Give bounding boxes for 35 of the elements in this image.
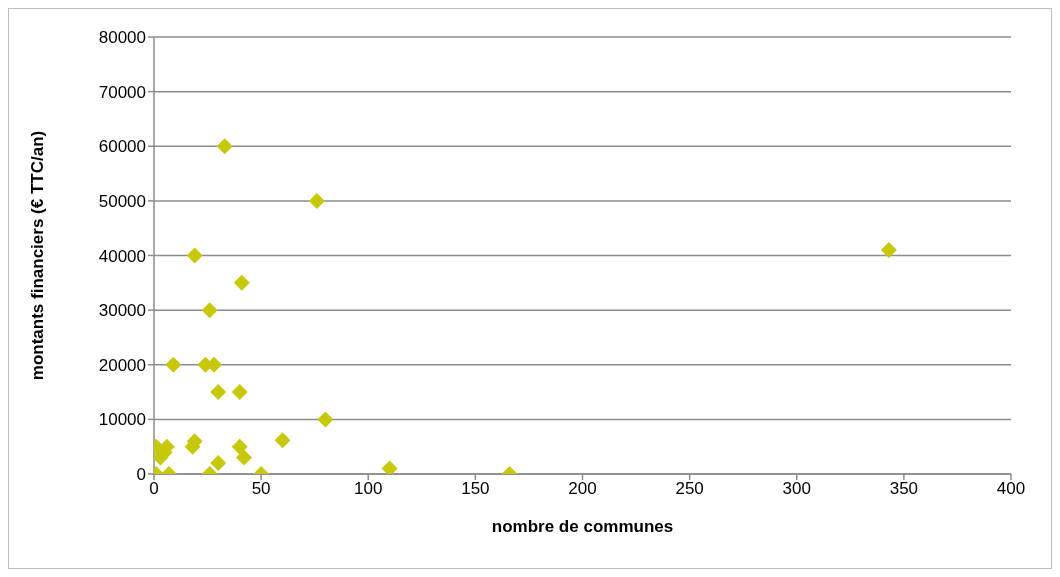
x-tick-label: 400 — [996, 479, 1026, 499]
x-tick-label: 250 — [675, 479, 704, 499]
x-tick-label: 350 — [889, 479, 919, 499]
point — [216, 138, 233, 155]
point — [210, 455, 227, 472]
point — [235, 449, 252, 466]
y-tick-label: 20000 — [98, 355, 146, 375]
x-tick-label: 50 — [251, 479, 271, 499]
y-tick-label: 10000 — [98, 410, 146, 430]
y-tick-label: 70000 — [98, 82, 146, 102]
y-tick-label: 30000 — [98, 301, 146, 321]
y-tick-label: 50000 — [98, 191, 146, 211]
point — [201, 302, 218, 319]
point — [165, 356, 182, 373]
y-tick-label: 60000 — [98, 137, 146, 157]
point — [381, 460, 398, 474]
x-tick-label: 300 — [782, 479, 811, 499]
point — [880, 242, 897, 259]
x-axis-title: nombre de communes — [491, 517, 674, 536]
point — [231, 384, 248, 401]
x-tick-label: 100 — [354, 479, 383, 499]
y-tick-label: 80000 — [98, 28, 146, 48]
x-tick-label: 200 — [568, 479, 597, 499]
x-tick-label: 150 — [461, 479, 490, 499]
y-tick-label: 40000 — [98, 246, 146, 266]
point — [186, 247, 203, 264]
point — [233, 274, 250, 291]
point — [231, 438, 248, 455]
y-axis-title: montants financiers (€ TTC/an) — [28, 130, 48, 381]
point — [308, 192, 325, 209]
point — [274, 432, 291, 449]
y-tick-label: 0 — [136, 465, 146, 485]
x-tick-label: 0 — [149, 479, 159, 499]
point — [317, 411, 334, 428]
point — [210, 384, 227, 401]
